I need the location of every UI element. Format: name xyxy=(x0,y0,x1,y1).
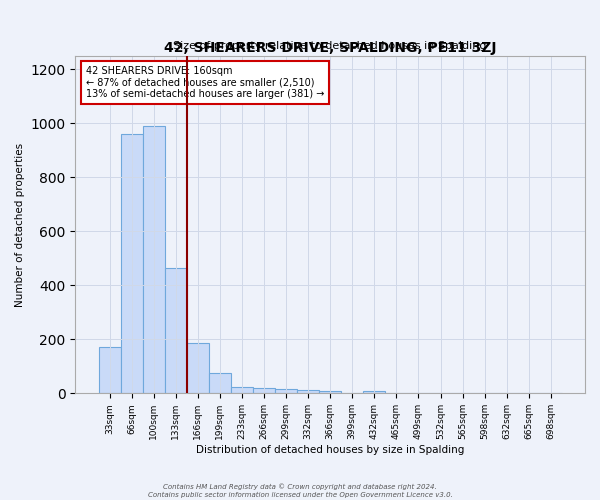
Text: Size of property relative to detached houses in Spalding: Size of property relative to detached ho… xyxy=(173,40,487,50)
Title: 42, SHEARERS DRIVE, SPALDING, PE11 3ZJ: 42, SHEARERS DRIVE, SPALDING, PE11 3ZJ xyxy=(164,40,496,54)
X-axis label: Distribution of detached houses by size in Spalding: Distribution of detached houses by size … xyxy=(196,445,464,455)
Bar xyxy=(297,390,319,394)
Bar xyxy=(319,390,341,394)
Bar xyxy=(98,348,121,394)
Bar xyxy=(275,390,297,394)
Bar xyxy=(187,344,209,394)
Bar xyxy=(253,388,275,394)
Bar xyxy=(121,134,143,394)
Bar xyxy=(165,268,187,394)
Bar xyxy=(143,126,165,394)
Bar xyxy=(209,373,231,394)
Bar xyxy=(231,386,253,394)
Bar xyxy=(363,390,385,394)
Text: Contains HM Land Registry data © Crown copyright and database right 2024.
Contai: Contains HM Land Registry data © Crown c… xyxy=(148,484,452,498)
Y-axis label: Number of detached properties: Number of detached properties xyxy=(15,142,25,306)
Text: 42 SHEARERS DRIVE: 160sqm
← 87% of detached houses are smaller (2,510)
13% of se: 42 SHEARERS DRIVE: 160sqm ← 87% of detac… xyxy=(86,66,324,99)
